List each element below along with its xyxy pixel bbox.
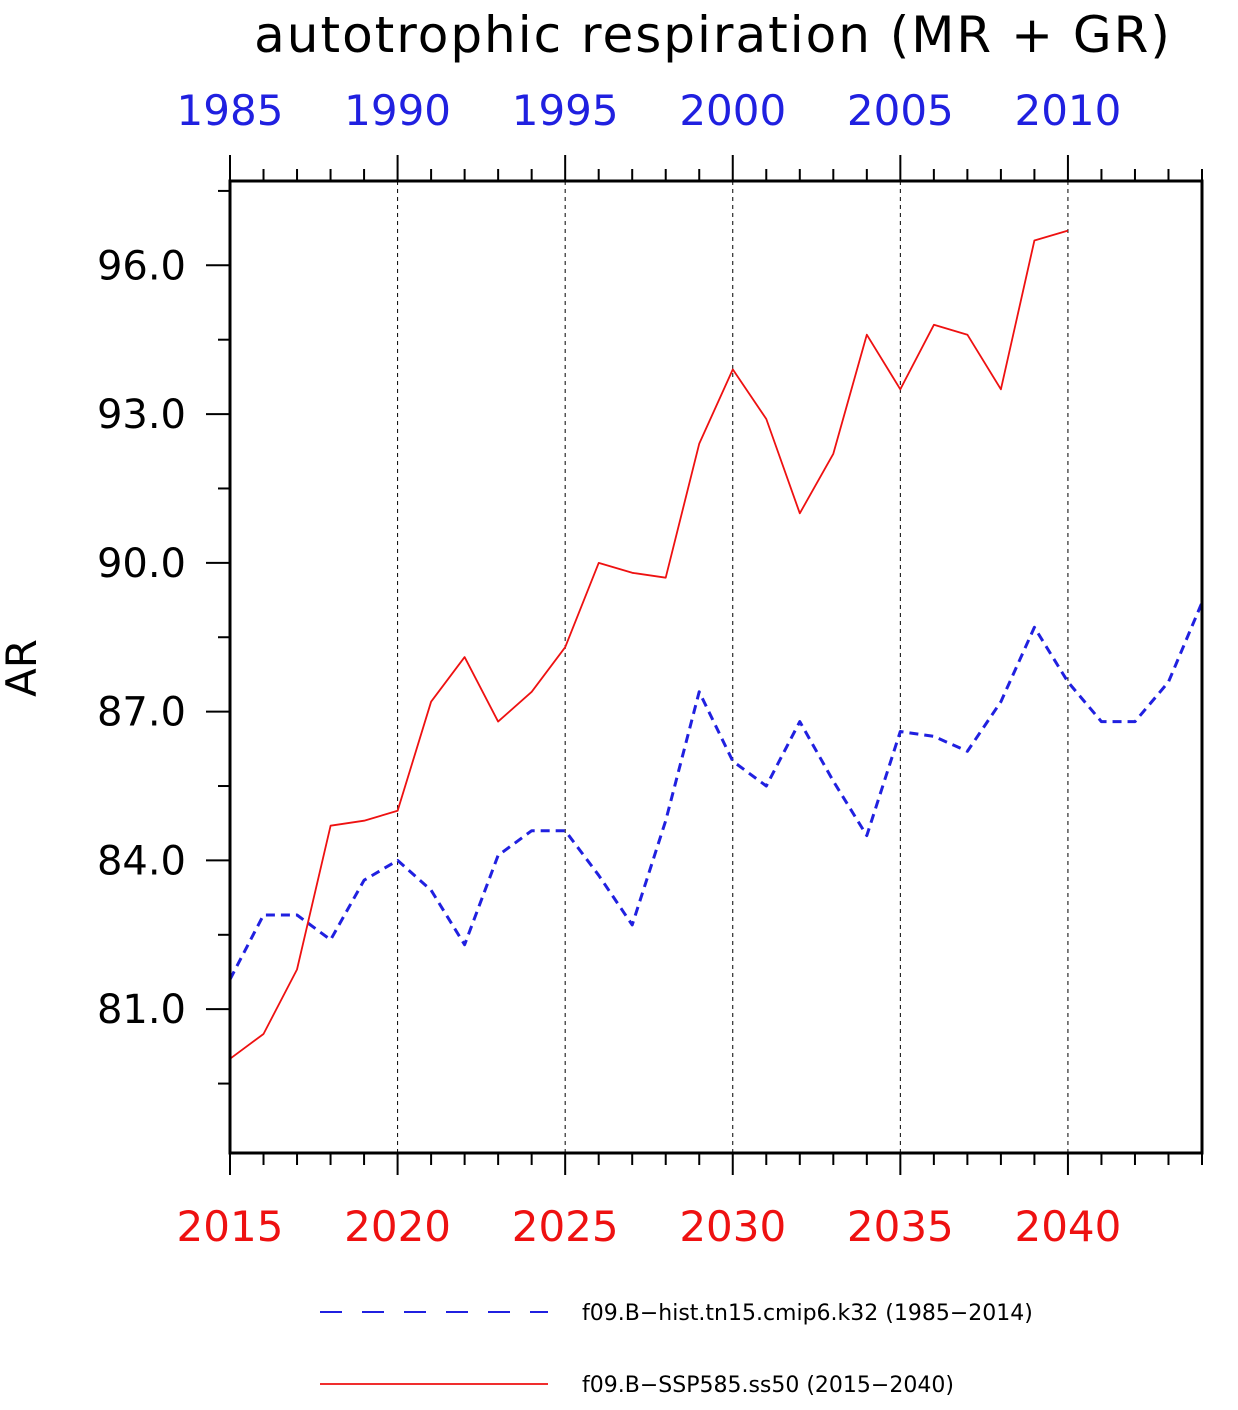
y-tick-label: 93.0 — [97, 392, 186, 438]
y-axis-label: AR — [0, 639, 46, 697]
x-bottom-tick-label: 2025 — [512, 1202, 619, 1251]
x-top-tick-label: 1985 — [177, 86, 284, 135]
x-top-tick-label: 2005 — [847, 86, 954, 135]
x-top-tick-label: 1995 — [512, 86, 619, 135]
plot-frame — [228, 179, 1204, 1155]
axis-tick-labels: 2015 2020 2025 2030 2035 2040 1985 1990 1995 2000… — [97, 86, 1121, 1251]
chart-title: autotrophic respiration (MR + GR) — [254, 6, 1172, 64]
x-top-tick-label: 2010 — [1014, 86, 1121, 135]
legend-label-1: f09.B−hist.tn15.cmip6.k32 (1985−2014) — [582, 1301, 1033, 1326]
y-tick-label: 84.0 — [97, 838, 186, 884]
series-line-1 — [228, 601, 1204, 981]
x-bottom-tick-label: 2035 — [847, 1202, 954, 1251]
y-tick-label: 87.0 — [97, 690, 186, 736]
axis-ticks — [206, 155, 1203, 1175]
legend-label-2: f09.B−SSP585.ss50 (2015−2040) — [582, 1373, 954, 1398]
x-top-tick-label: 2000 — [679, 86, 786, 135]
series-lines — [228, 229, 1204, 1060]
x-bottom-tick-label: 2020 — [344, 1202, 451, 1251]
x-top-tick-label: 1990 — [344, 86, 451, 135]
grid-lines — [397, 181, 1069, 1153]
x-bottom-tick-label: 2040 — [1014, 1202, 1121, 1251]
y-tick-label: 81.0 — [97, 987, 186, 1033]
legend: f09.B−hist.tn15.cmip6.k32 (1985−2014) f09… — [320, 1301, 1033, 1398]
y-tick-label: 96.0 — [97, 243, 186, 289]
y-tick-label: 90.0 — [97, 541, 186, 587]
x-bottom-tick-label: 2015 — [177, 1202, 284, 1251]
x-bottom-tick-label: 2030 — [679, 1202, 786, 1251]
series-line-2 — [229, 229, 1069, 1060]
